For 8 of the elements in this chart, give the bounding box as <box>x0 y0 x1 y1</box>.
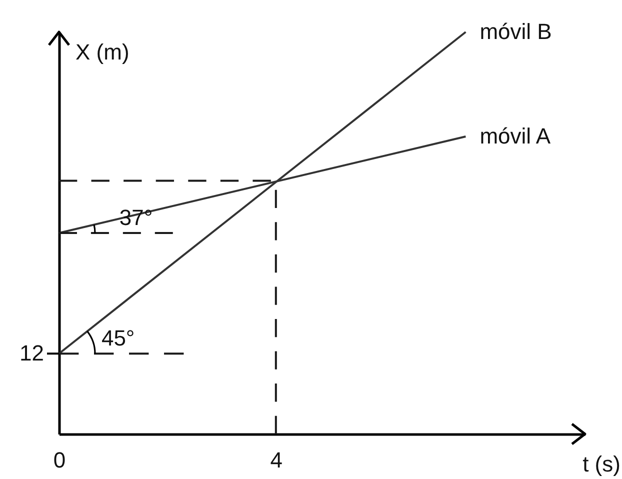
series-label: móvil A <box>480 124 551 149</box>
y-axis-title: X (m) <box>76 40 130 64</box>
x-axis-title: t (s) <box>582 452 620 476</box>
annotation: 45° <box>101 326 135 351</box>
x-tick-label: 4 <box>270 448 283 472</box>
annotation: 12 <box>20 340 44 366</box>
x-tick-label: 0 <box>53 448 66 472</box>
series-label: móvil B <box>480 19 552 44</box>
